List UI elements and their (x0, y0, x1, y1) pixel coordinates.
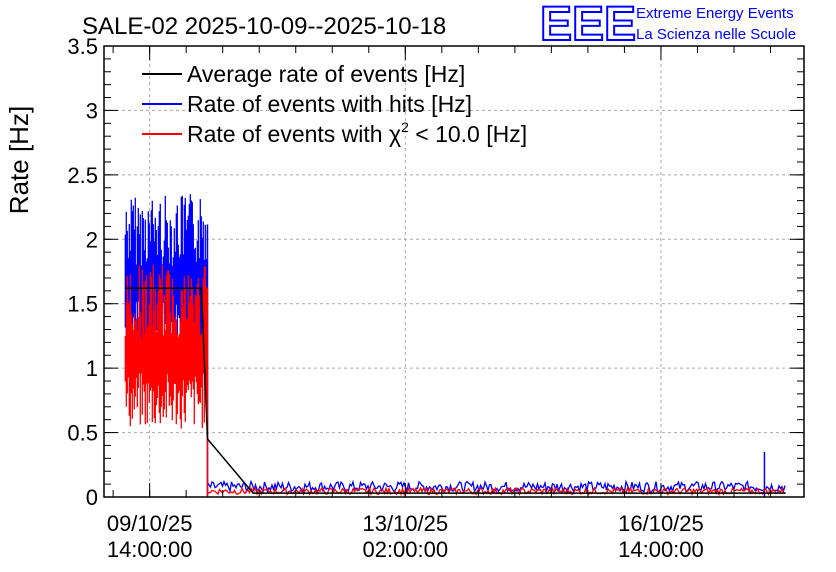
x-tick-label-date: 13/10/25 (362, 511, 448, 536)
y-tick-label: 0 (86, 485, 98, 510)
logo-subtitle-2: La Scienza nelle Scuole (636, 26, 796, 43)
legend-chi2-symbol: χ (389, 121, 401, 147)
y-tick-label: 2.5 (67, 163, 98, 188)
x-tick-label-date: 09/10/25 (107, 511, 193, 536)
y-tick-label: 3.5 (67, 34, 98, 59)
series-chi2-noise (124, 265, 208, 429)
axis-ticks: 00.511.522.533.509/10/2514:00:0013/10/25… (67, 34, 804, 562)
grid-lines (104, 46, 804, 497)
y-tick-label: 3 (86, 98, 98, 123)
y-tick-label: 0.5 (67, 421, 98, 446)
y-tick-label: 2 (86, 227, 98, 252)
x-tick-label-date: 16/10/25 (618, 511, 704, 536)
y-tick-label: 1 (86, 356, 98, 381)
legend: Average rate of events [Hz] Rate of even… (142, 61, 527, 147)
y-axis-label: Rate [Hz] (4, 106, 34, 214)
plot-frame (103, 45, 805, 498)
legend-label-average: Average rate of events [Hz] (187, 61, 465, 87)
legend-label-hits: Rate of events with hits [Hz] (187, 91, 472, 117)
x-tick-label-time: 02:00:00 (362, 537, 448, 562)
x-tick-label-time: 14:00:00 (107, 537, 193, 562)
chart-title: SALE-02 2025-10-09--2025-10-18 (82, 13, 446, 40)
legend-label-chi2: Rate of events with χ2 < 10.0 [Hz] (187, 119, 527, 147)
legend-chi2-prefix: Rate of events with (187, 121, 389, 147)
x-tick-label-time: 14:00:00 (618, 537, 704, 562)
series-chi2 (124, 265, 786, 497)
eee-logo: EEE Extreme Energy Events La Scienza nel… (539, 0, 796, 52)
eee-logo-mark: EEE (540, 0, 636, 51)
series-layer (124, 194, 786, 497)
logo-subtitle-1: Extreme Energy Events (636, 5, 794, 22)
legend-chi2-sup: 2 (401, 119, 409, 135)
legend-chi2-suffix: < 10.0 [Hz] (409, 121, 527, 147)
series-average-line (125, 287, 786, 494)
y-tick-label: 1.5 (67, 292, 98, 317)
